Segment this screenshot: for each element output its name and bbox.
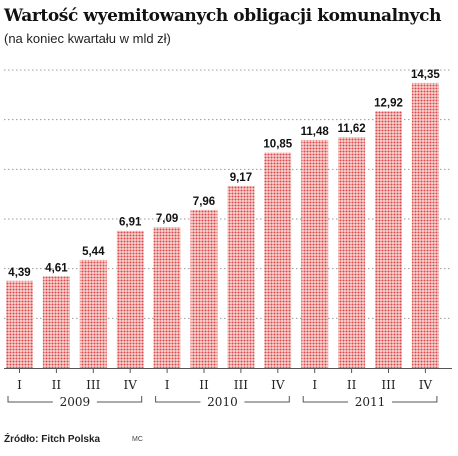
bar <box>301 139 329 368</box>
value-label: 7,09 <box>156 213 178 225</box>
source-note: Źródło: Fitch Polska <box>4 434 101 445</box>
value-label: 7,96 <box>193 196 215 208</box>
bar <box>375 111 402 369</box>
year-label-bg <box>200 399 245 405</box>
tick-label: IV <box>271 378 285 392</box>
author-credit: MC <box>132 436 143 443</box>
chart-subtitle: (na koniec kwartału w mld zł) <box>4 31 171 46</box>
year-label-bg <box>348 399 393 405</box>
bar <box>190 209 218 368</box>
value-label: 4,61 <box>45 262 68 274</box>
tick-label: IV <box>419 378 433 392</box>
bars <box>6 82 439 369</box>
value-label: 5,44 <box>82 246 105 258</box>
tick-label: II <box>199 378 209 392</box>
value-label: 6,91 <box>119 217 142 229</box>
value-label: 10,85 <box>263 138 292 150</box>
year-label: 2009 <box>60 395 91 409</box>
tick-label: I <box>312 378 317 392</box>
tick-label: II <box>347 378 357 392</box>
bar <box>153 227 181 368</box>
bar <box>42 276 70 368</box>
value-labels: 4,39 4,61 5,44 6,91 7,09 7,96 9,17 10,85 11,48 11… <box>8 69 440 279</box>
bar <box>227 185 255 368</box>
bar <box>264 152 292 368</box>
chart-title: Wartość wyemitowanych obligacji komunaln… <box>4 6 442 26</box>
year-label: 2010 <box>207 395 238 409</box>
tick-label: II <box>52 378 62 392</box>
value-label: 4,39 <box>8 267 30 279</box>
value-label: 11,62 <box>338 123 366 135</box>
tick-label: IV <box>123 378 137 392</box>
value-label: 11,48 <box>301 126 330 138</box>
bar <box>116 230 144 368</box>
bar <box>338 137 366 368</box>
tick-label: III <box>86 378 100 392</box>
year-label: 2011 <box>355 395 386 409</box>
tick-label: I <box>17 378 22 392</box>
tick-label: III <box>381 378 395 392</box>
year-label-bg <box>52 399 97 405</box>
tick-label: III <box>234 378 248 392</box>
bar <box>79 259 107 368</box>
value-label: 12,92 <box>374 97 403 109</box>
value-label: 14,35 <box>411 69 440 81</box>
bar <box>6 280 33 368</box>
tick-label: I <box>165 378 170 392</box>
bar <box>411 82 439 368</box>
value-label: 9,17 <box>230 172 252 184</box>
